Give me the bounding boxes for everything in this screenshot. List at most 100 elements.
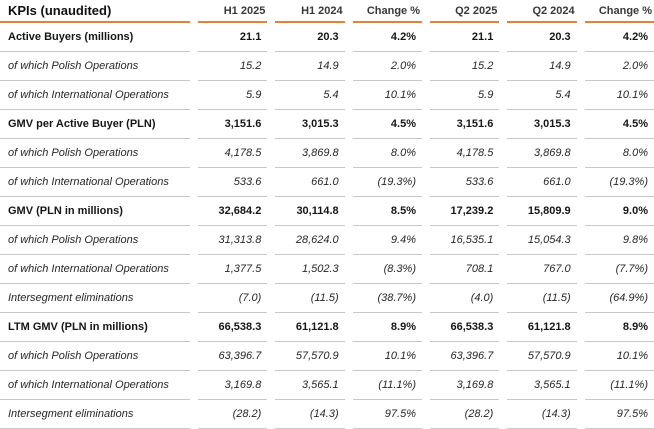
page-title: KPIs (unaudited) bbox=[0, 0, 190, 23]
cell-value: 5.4 bbox=[507, 81, 577, 110]
cell-value: 10.1% bbox=[584, 81, 654, 110]
cell-value: 3,015.3 bbox=[507, 110, 577, 139]
row-label: GMV per Active Buyer (PLN) bbox=[0, 110, 190, 139]
cell-value: 61,121.8 bbox=[507, 313, 577, 342]
cell-value: 15.2 bbox=[198, 52, 268, 81]
cell-value: 97.5% bbox=[352, 400, 422, 429]
cell-value: 8.9% bbox=[584, 313, 654, 342]
cell-value: 3,151.6 bbox=[198, 110, 268, 139]
cell-value: 1,502.3 bbox=[275, 255, 345, 284]
cell-value: 17,239.2 bbox=[430, 197, 500, 226]
cell-value: 4.2% bbox=[584, 23, 654, 52]
cell-value: (8.3%) bbox=[352, 255, 422, 284]
cell-value: 8.9% bbox=[352, 313, 422, 342]
cell-value: (14.3) bbox=[507, 400, 577, 429]
row-label: Intersegment eliminations bbox=[0, 400, 190, 429]
column-header-h1-2025: H1 2025 bbox=[198, 0, 268, 23]
cell-value: 661.0 bbox=[275, 168, 345, 197]
row-label: Active Buyers (millions) bbox=[0, 23, 190, 52]
cell-value: 9.4% bbox=[352, 226, 422, 255]
cell-value: 21.1 bbox=[198, 23, 268, 52]
cell-value: 9.0% bbox=[584, 197, 654, 226]
cell-value: 14.9 bbox=[507, 52, 577, 81]
cell-value: 66,538.3 bbox=[198, 313, 268, 342]
cell-value: (7.7%) bbox=[584, 255, 654, 284]
table-row-international-operations: of which International Operations 1,377.… bbox=[0, 255, 654, 284]
cell-value: (64.9%) bbox=[584, 284, 654, 313]
cell-value: 15.2 bbox=[430, 52, 500, 81]
row-label: of which International Operations bbox=[0, 81, 190, 110]
cell-value: 63,396.7 bbox=[198, 342, 268, 371]
cell-value: 57,570.9 bbox=[275, 342, 345, 371]
cell-value: (14.3) bbox=[275, 400, 345, 429]
row-label: LTM GMV (PLN in millions) bbox=[0, 313, 190, 342]
cell-value: (11.1%) bbox=[352, 371, 422, 400]
cell-value: 32,684.2 bbox=[198, 197, 268, 226]
cell-value: 21.1 bbox=[430, 23, 500, 52]
column-header-h1-2024: H1 2024 bbox=[275, 0, 345, 23]
cell-value: 5.9 bbox=[198, 81, 268, 110]
table-row-active-buyers: Active Buyers (millions) 21.1 20.3 4.2% … bbox=[0, 23, 654, 52]
cell-value: (19.3%) bbox=[352, 168, 422, 197]
cell-value: 533.6 bbox=[430, 168, 500, 197]
table-row-polish-operations: of which Polish Operations 4,178.5 3,869… bbox=[0, 139, 654, 168]
cell-value: 10.1% bbox=[584, 342, 654, 371]
cell-value: 14.9 bbox=[275, 52, 345, 81]
row-label: of which Polish Operations bbox=[0, 342, 190, 371]
cell-value: 708.1 bbox=[430, 255, 500, 284]
cell-value: 15,809.9 bbox=[507, 197, 577, 226]
row-label: Intersegment eliminations bbox=[0, 284, 190, 313]
cell-value: 20.3 bbox=[275, 23, 345, 52]
cell-value: 30,114.8 bbox=[275, 197, 345, 226]
cell-value: 4,178.5 bbox=[430, 139, 500, 168]
table-row-polish-operations: of which Polish Operations 15.2 14.9 2.0… bbox=[0, 52, 654, 81]
row-label: GMV (PLN in millions) bbox=[0, 197, 190, 226]
table-row-ltm-gmv: LTM GMV (PLN in millions) 66,538.3 61,12… bbox=[0, 313, 654, 342]
cell-value: 1,377.5 bbox=[198, 255, 268, 284]
cell-value: 4.5% bbox=[584, 110, 654, 139]
cell-value: 4,178.5 bbox=[198, 139, 268, 168]
table-row-polish-operations: of which Polish Operations 31,313.8 28,6… bbox=[0, 226, 654, 255]
table-row-international-operations: of which International Operations 3,169.… bbox=[0, 371, 654, 400]
column-header-q2-2025: Q2 2025 bbox=[430, 0, 500, 23]
row-label: of which Polish Operations bbox=[0, 139, 190, 168]
column-header-change-q2: Change % bbox=[584, 0, 654, 23]
cell-value: 3,151.6 bbox=[430, 110, 500, 139]
cell-value: 20.3 bbox=[507, 23, 577, 52]
cell-value: (11.5) bbox=[275, 284, 345, 313]
cell-value: 28,624.0 bbox=[275, 226, 345, 255]
cell-value: 8.0% bbox=[352, 139, 422, 168]
cell-value: 533.6 bbox=[198, 168, 268, 197]
table-row-international-operations: of which International Operations 533.6 … bbox=[0, 168, 654, 197]
cell-value: 3,869.8 bbox=[275, 139, 345, 168]
cell-value: (28.2) bbox=[198, 400, 268, 429]
cell-value: (11.5) bbox=[507, 284, 577, 313]
table-row-intersegment-eliminations: Intersegment eliminations (7.0) (11.5) (… bbox=[0, 284, 654, 313]
row-label: of which Polish Operations bbox=[0, 52, 190, 81]
cell-value: (28.2) bbox=[430, 400, 500, 429]
cell-value: (19.3%) bbox=[584, 168, 654, 197]
cell-value: 4.2% bbox=[352, 23, 422, 52]
table-row-polish-operations: of which Polish Operations 63,396.7 57,5… bbox=[0, 342, 654, 371]
cell-value: 15,054.3 bbox=[507, 226, 577, 255]
cell-value: 5.4 bbox=[275, 81, 345, 110]
table-row-intersegment-eliminations: Intersegment eliminations (28.2) (14.3) … bbox=[0, 400, 654, 429]
table-row-gmv: GMV (PLN in millions) 32,684.2 30,114.8 … bbox=[0, 197, 654, 226]
row-label: of which International Operations bbox=[0, 168, 190, 197]
cell-value: 3,015.3 bbox=[275, 110, 345, 139]
cell-value: (11.1%) bbox=[584, 371, 654, 400]
cell-value: (4.0) bbox=[430, 284, 500, 313]
row-label: of which International Operations bbox=[0, 371, 190, 400]
column-header-q2-2024: Q2 2024 bbox=[507, 0, 577, 23]
cell-value: 61,121.8 bbox=[275, 313, 345, 342]
cell-value: 3,565.1 bbox=[275, 371, 345, 400]
cell-value: 767.0 bbox=[507, 255, 577, 284]
column-header-change-h1: Change % bbox=[352, 0, 422, 23]
table-row-international-operations: of which International Operations 5.9 5.… bbox=[0, 81, 654, 110]
cell-value: 57,570.9 bbox=[507, 342, 577, 371]
cell-value: 16,535.1 bbox=[430, 226, 500, 255]
cell-value: 661.0 bbox=[507, 168, 577, 197]
cell-value: 9.8% bbox=[584, 226, 654, 255]
cell-value: 10.1% bbox=[352, 342, 422, 371]
